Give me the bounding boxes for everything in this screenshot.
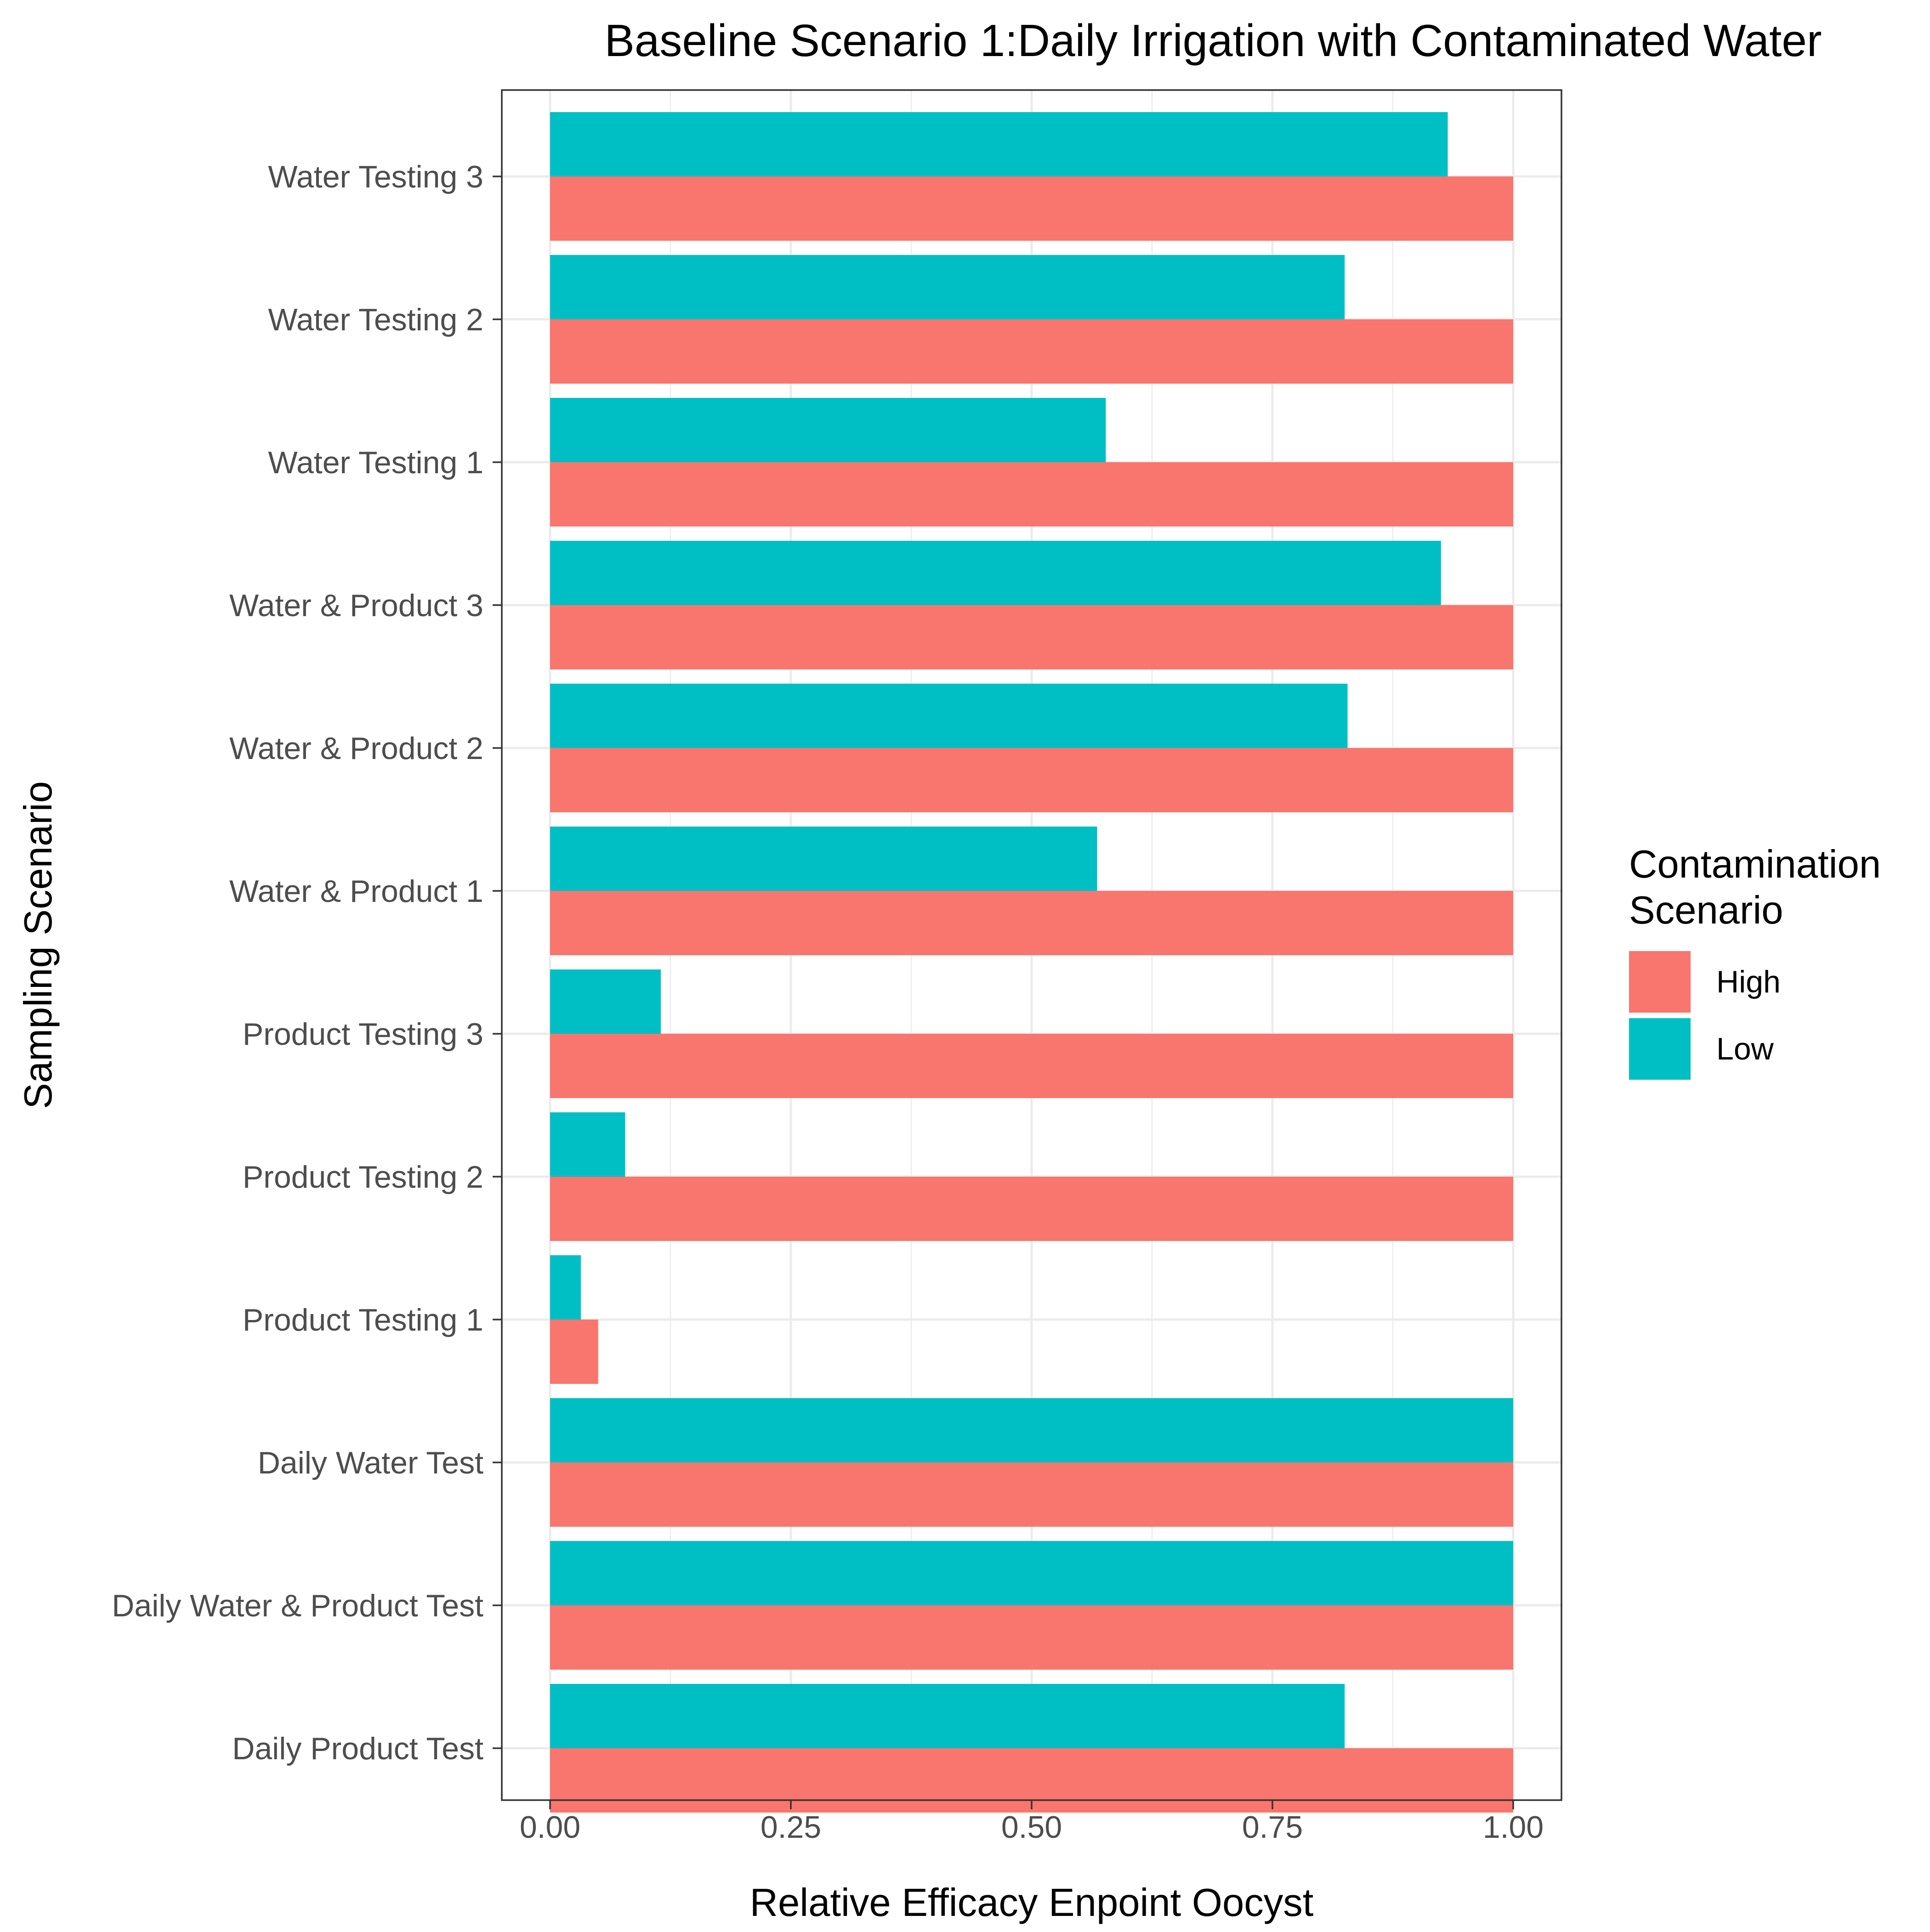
legend-key-high xyxy=(1629,951,1691,1013)
y-tick-label: Daily Product Test xyxy=(232,1731,483,1766)
y-tick-label: Product Testing 3 xyxy=(243,1017,483,1052)
legend-title: Scenario xyxy=(1629,889,1783,932)
bar-high-daily-water-product-test xyxy=(550,1605,1513,1670)
bar-low-water-testing-1 xyxy=(550,398,1106,462)
x-tick-label: 0.50 xyxy=(1001,1810,1062,1845)
bar-low-water-product-2 xyxy=(550,684,1348,748)
bar-high-product-testing-1 xyxy=(550,1320,598,1384)
bar-low-water-product-3 xyxy=(550,541,1441,605)
bar-high-water-testing-2 xyxy=(550,319,1513,384)
y-tick-label: Water & Product 1 xyxy=(229,874,483,909)
legend-label-low: Low xyxy=(1716,1031,1774,1066)
y-tick-label: Daily Water Test xyxy=(258,1445,483,1480)
y-tick-label: Water & Product 3 xyxy=(229,588,483,623)
bar-low-water-testing-2 xyxy=(550,255,1345,319)
bars xyxy=(550,112,1513,1813)
bar-high-water-testing-3 xyxy=(550,176,1513,241)
bar-low-product-testing-2 xyxy=(550,1112,625,1177)
legend-label-high: High xyxy=(1716,964,1781,999)
bar-high-product-testing-2 xyxy=(550,1177,1513,1241)
y-tick-label: Water & Product 2 xyxy=(229,731,483,766)
axes: 0.00 0.25 0.50 0.75 1.00 Daily Product Test Da… xyxy=(112,159,1544,1845)
y-tick-label: Product Testing 1 xyxy=(243,1303,483,1337)
bar-high-water-product-3 xyxy=(550,605,1513,669)
y-tick-label: Water Testing 2 xyxy=(268,302,483,337)
bar-low-daily-water-product-test xyxy=(550,1541,1513,1605)
x-axis-title: Relative Efficacy Enpoint Oocyst xyxy=(750,1881,1314,1925)
bar-low-product-testing-1 xyxy=(550,1255,581,1320)
bar-low-daily-product-test xyxy=(550,1684,1345,1748)
legend-title: Contamination xyxy=(1629,843,1881,886)
bar-low-water-product-1 xyxy=(550,827,1097,891)
x-tick-label: 1.00 xyxy=(1483,1810,1544,1845)
chart-title: Baseline Scenario 1:Daily Irrigation wit… xyxy=(604,15,1822,66)
y-tick-label: Product Testing 2 xyxy=(243,1160,483,1195)
y-axis-title: Sampling Scenario xyxy=(17,781,60,1109)
bar-high-product-testing-3 xyxy=(550,1034,1513,1098)
x-tick-label: 0.25 xyxy=(761,1810,821,1845)
x-tick-label: 0.00 xyxy=(520,1810,580,1845)
y-tick-label: Daily Water & Product Test xyxy=(112,1588,483,1623)
bar-high-water-product-2 xyxy=(550,748,1513,812)
bar-high-daily-water-test xyxy=(550,1462,1513,1527)
legend-key-low xyxy=(1629,1018,1691,1080)
y-tick-label: Water Testing 1 xyxy=(268,445,483,480)
bar-high-water-testing-1 xyxy=(550,462,1513,527)
bar-low-daily-water-test xyxy=(550,1398,1513,1462)
x-tick-label: 0.75 xyxy=(1242,1810,1303,1845)
bar-high-water-product-1 xyxy=(550,891,1513,955)
bar-low-water-testing-3 xyxy=(550,112,1448,176)
bar-low-product-testing-3 xyxy=(550,969,661,1034)
y-tick-label: Water Testing 3 xyxy=(268,159,483,194)
